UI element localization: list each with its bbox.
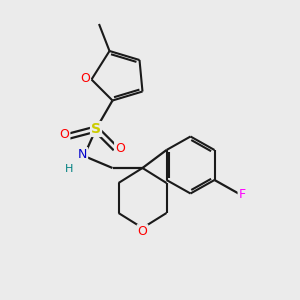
Text: O: O xyxy=(138,225,147,238)
Text: N: N xyxy=(78,148,87,161)
Text: S: S xyxy=(91,122,101,136)
Text: O: O xyxy=(80,71,90,85)
Text: O: O xyxy=(60,128,69,142)
Text: H: H xyxy=(65,164,73,175)
Text: O: O xyxy=(115,142,125,155)
Text: F: F xyxy=(238,188,246,202)
